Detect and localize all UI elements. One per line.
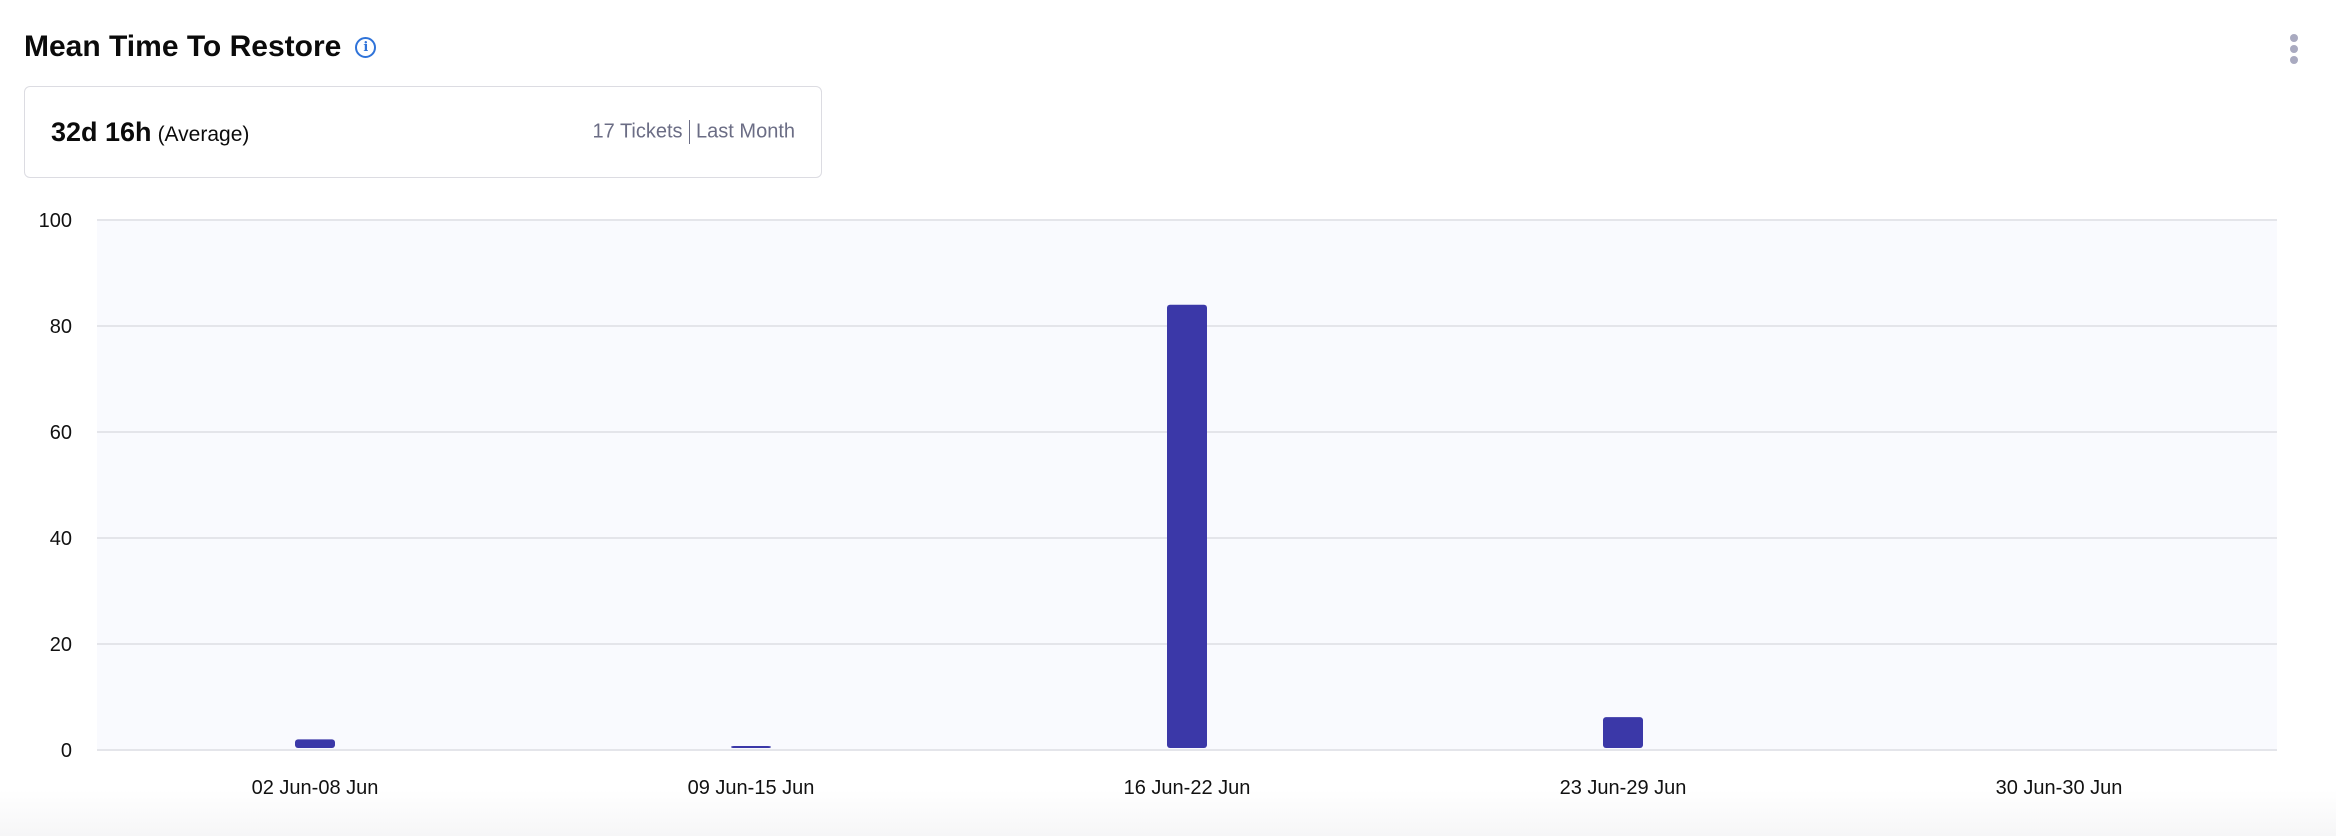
y-tick-label: 40 — [50, 528, 72, 550]
chart-title: Mean Time To Restore i — [24, 30, 377, 64]
x-tick-label: 30 Jun-30 Jun — [1996, 777, 2123, 799]
y-tick-label: 20 — [50, 634, 72, 656]
summary-value: 32d 16h — [51, 116, 152, 147]
period-label: Last Month — [696, 120, 795, 143]
y-tick-label: 0 — [61, 740, 72, 762]
x-tick-label: 02 Jun-08 Jun — [252, 777, 379, 799]
summary-meta: 17 Tickets Last Month — [592, 120, 795, 144]
bar — [1167, 304, 1207, 748]
summary-value-group: 32d 16h (Average) — [51, 117, 249, 148]
divider — [688, 120, 691, 144]
bar — [731, 746, 771, 748]
x-tick-label: 09 Jun-15 Jun — [688, 777, 815, 799]
y-tick-label: 100 — [39, 210, 72, 232]
ticket-count: 17 Tickets — [592, 120, 683, 143]
bar — [1603, 717, 1643, 748]
x-tick-label: 23 Jun-29 Jun — [1560, 777, 1687, 799]
kebab-menu-icon[interactable] — [2286, 34, 2302, 64]
y-tick-label: 80 — [50, 316, 72, 338]
y-tick-label: 60 — [50, 422, 72, 444]
summary-qualifier: (Average) — [157, 122, 250, 146]
bar — [295, 739, 335, 748]
summary-card: 32d 16h (Average) 17 Tickets Last Month — [24, 86, 822, 178]
info-icon[interactable]: i — [355, 36, 377, 58]
x-tick-label: 16 Jun-22 Jun — [1124, 777, 1251, 799]
title-text: Mean Time To Restore — [24, 30, 342, 63]
